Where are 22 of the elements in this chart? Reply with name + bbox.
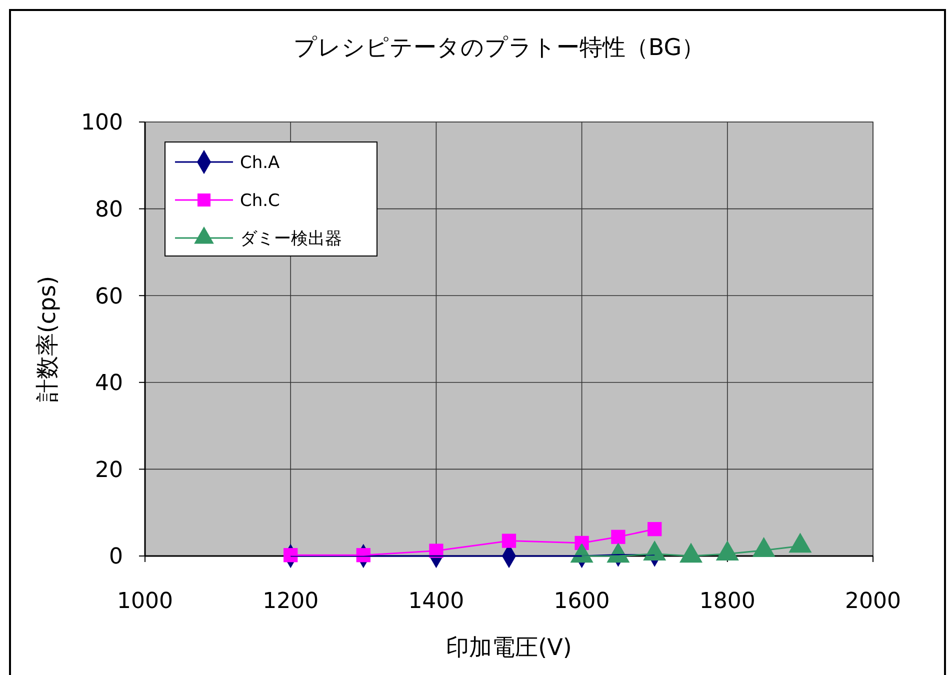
x-tick-label: 1000 [117,589,173,614]
x-tick-label: 1600 [554,589,610,614]
y-axis-title: 計数率(cps) [35,276,61,402]
x-tick-label: 1400 [408,589,464,614]
point [648,522,662,536]
legend-label: Ch.A [240,152,280,173]
chart-title: プレシピテータのプラトー特性（BG） [293,35,705,61]
point [611,530,626,544]
x-tick-label: 2000 [845,589,901,614]
x-tick-label: 1200 [262,589,319,614]
x-axis-title: 印加電圧(V) [446,635,572,661]
legend-label: Ch.C [240,190,280,211]
y-tick-label: 100 [81,110,123,136]
point [502,534,516,548]
point [284,548,298,562]
y-tick-label: 40 [95,371,123,396]
y-tick-label: 0 [109,544,123,570]
x-tick-label: 1800 [699,589,756,614]
y-tick-label: 80 [95,198,123,222]
y-tick-label: 60 [95,284,123,310]
y-tick-label: 20 [95,458,123,483]
legend-label: ダミー検出器 [240,228,342,249]
